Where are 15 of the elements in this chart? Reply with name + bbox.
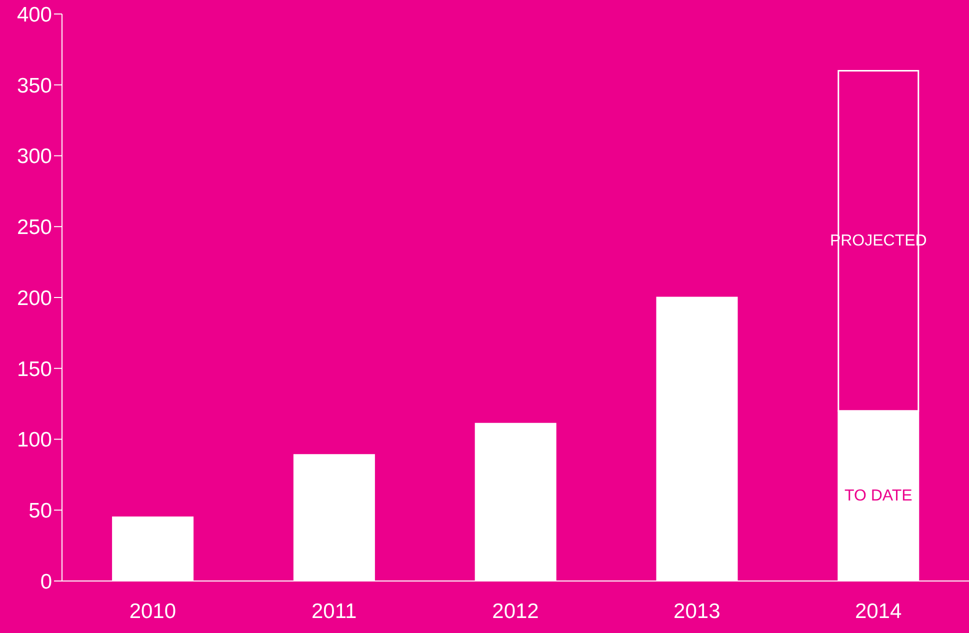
y-tick-label: 350	[16, 74, 52, 98]
y-tick-label: 250	[16, 216, 52, 240]
y-tick-label: 150	[16, 358, 52, 381]
y-tick-label: 200	[16, 286, 52, 310]
y-tick-label: 0	[40, 570, 52, 594]
x-tick-label: 2013	[674, 600, 720, 623]
x-tick-label: 2010	[129, 600, 176, 623]
y-tick-label: 300	[16, 145, 52, 168]
y-tick-label: 100	[16, 428, 52, 452]
y-tick-label: 50	[28, 500, 52, 523]
y-tick-label: 400	[16, 3, 52, 26]
x-tick-label: 2014	[854, 600, 902, 623]
series-label: TO DATE	[844, 487, 912, 504]
x-tick-label: 2012	[492, 600, 539, 623]
x-tick-label: 2011	[312, 600, 357, 623]
